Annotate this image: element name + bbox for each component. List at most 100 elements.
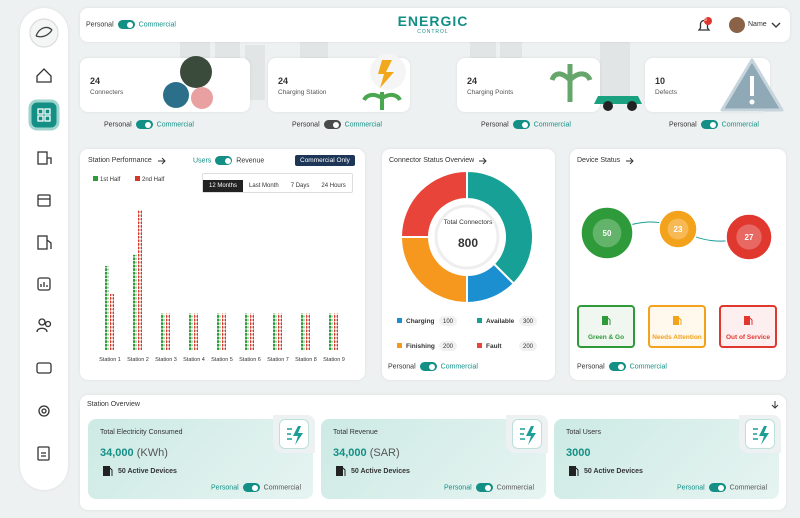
x-tick-label: Station 7 <box>267 357 289 363</box>
x-tick-label: Station 2 <box>127 357 149 363</box>
tab[interactable]: 24 Hours <box>321 183 346 189</box>
toggle-label: Commercial <box>156 121 194 129</box>
home-icon[interactable] <box>36 68 52 83</box>
filter-button[interactable]: Commercial Only <box>295 155 355 166</box>
dropdown-arrow[interactable] <box>771 21 781 29</box>
toggle-group[interactable]: Personal Commercial <box>292 120 382 129</box>
fuel-icon[interactable] <box>37 235 48 250</box>
toggle-label: Commercial <box>344 121 382 129</box>
bar <box>250 313 254 350</box>
toggle[interactable] <box>512 120 530 129</box>
stat-value: 24 <box>467 76 478 86</box>
arrow-icon[interactable] <box>625 157 635 165</box>
toggle-label: Personal <box>104 121 132 129</box>
legend-label: 1st Half <box>100 177 121 183</box>
legend-label: 2nd Half <box>142 177 165 183</box>
bar <box>301 313 305 350</box>
status-card[interactable]: Out of Service <box>719 305 777 348</box>
x-tick-label: Station 9 <box>323 357 345 363</box>
station-icon[interactable] <box>37 151 48 165</box>
toggle[interactable] <box>117 20 135 29</box>
bar <box>273 313 277 350</box>
stat-label: Defects <box>655 89 678 96</box>
donut-center-label: Total Connectors <box>443 219 493 226</box>
tab[interactable]: 7 Days <box>290 183 310 189</box>
donut-segment[interactable] <box>399 169 468 238</box>
x-tick-label: Station 6 <box>239 357 261 363</box>
toggle[interactable] <box>419 362 437 371</box>
toggle-label: Commercial <box>138 21 176 29</box>
toggle[interactable] <box>242 483 260 492</box>
toggle[interactable] <box>475 483 493 492</box>
card-value: 3000 <box>566 447 591 459</box>
toggle-group[interactable]: Personal Commercial <box>211 483 301 492</box>
device-status-panel <box>570 149 786 380</box>
fuel-icon <box>673 316 682 325</box>
toggle-group[interactable]: Personal Commercial <box>388 362 478 371</box>
calendar-icon[interactable] <box>37 194 51 207</box>
report-icon[interactable] <box>37 277 51 291</box>
toggle-label: Personal <box>388 363 416 371</box>
fuel-icon <box>744 316 753 325</box>
toggle-label: Personal <box>292 121 320 129</box>
legend-swatch <box>93 176 98 181</box>
toggle[interactable] <box>700 120 718 129</box>
overview-card: Total Electricity Consumed 34,000 (KWh) 50… <box>88 415 315 499</box>
toggle-label: Commercial <box>496 484 534 492</box>
status-inner <box>667 218 689 240</box>
settings-icon[interactable] <box>38 405 50 417</box>
icon-box <box>273 415 315 453</box>
legend-value-bg <box>439 341 457 351</box>
card-title: Total Revenue <box>333 429 378 436</box>
legend-swatch <box>397 318 402 323</box>
users-icon[interactable] <box>38 318 46 326</box>
collapse-icon[interactable] <box>770 400 780 410</box>
toggle-label: Commercial <box>440 363 478 371</box>
energy-icon <box>520 426 536 445</box>
toggle-group[interactable]: Personal Commercial <box>481 120 571 129</box>
status-card[interactable]: Green & Go <box>577 305 635 348</box>
clipboard-icon[interactable] <box>37 446 50 461</box>
toggle-label: Personal <box>444 484 472 492</box>
status-card[interactable]: Needs Attention <box>648 305 706 348</box>
toggle-group[interactable]: Personal Commercial <box>577 362 667 371</box>
toggle[interactable] <box>323 120 341 129</box>
toggle-group[interactable]: Personal Commercial <box>677 483 767 492</box>
legend-swatch <box>477 343 482 348</box>
toggle-group[interactable]: Users Revenue <box>193 156 264 165</box>
bar <box>189 313 193 350</box>
user-name[interactable]: Name <box>748 21 767 28</box>
card-unit: (KWh) <box>136 447 168 459</box>
status-circle <box>580 206 634 260</box>
arrow-icon[interactable] <box>157 157 167 165</box>
toggle-group[interactable]: Personal Commercial <box>669 120 759 129</box>
toggle[interactable] <box>215 156 233 165</box>
device-status-chart: 50 23 27 <box>580 206 773 261</box>
bar <box>329 313 333 350</box>
donut-segment[interactable] <box>466 169 534 286</box>
chat-icon[interactable] <box>36 362 52 374</box>
tab-bar: 12 Months Last Month 7 Days 24 Hours <box>202 173 353 193</box>
logo-icon[interactable] <box>29 18 59 48</box>
toggle-group[interactable]: Personal Commercial <box>444 483 534 492</box>
status-circle <box>725 213 773 261</box>
toggle-group[interactable]: Personal Commercial <box>86 20 176 29</box>
tab[interactable]: Last Month <box>249 183 279 189</box>
toggle-group[interactable]: Personal Commercial <box>104 120 194 129</box>
toggle[interactable] <box>608 362 626 371</box>
stat-value: 24 <box>278 76 289 86</box>
logo: ENERGIC <box>397 13 469 29</box>
toggle[interactable] <box>135 120 153 129</box>
overview-card: Total Revenue 34,000 (SAR) 50 Active Devic… <box>321 415 548 499</box>
dashboard-icon[interactable] <box>28 99 60 131</box>
tab[interactable]: 12 Months <box>203 180 244 192</box>
toggle-label: Personal <box>211 484 239 492</box>
arrow-icon[interactable] <box>478 157 488 165</box>
card-devices: 50 Active Devices <box>118 468 177 475</box>
notification-icon[interactable] <box>696 16 716 36</box>
bar <box>161 313 165 350</box>
avatar[interactable] <box>729 17 745 33</box>
bar <box>306 313 310 350</box>
toggle[interactable] <box>708 483 726 492</box>
